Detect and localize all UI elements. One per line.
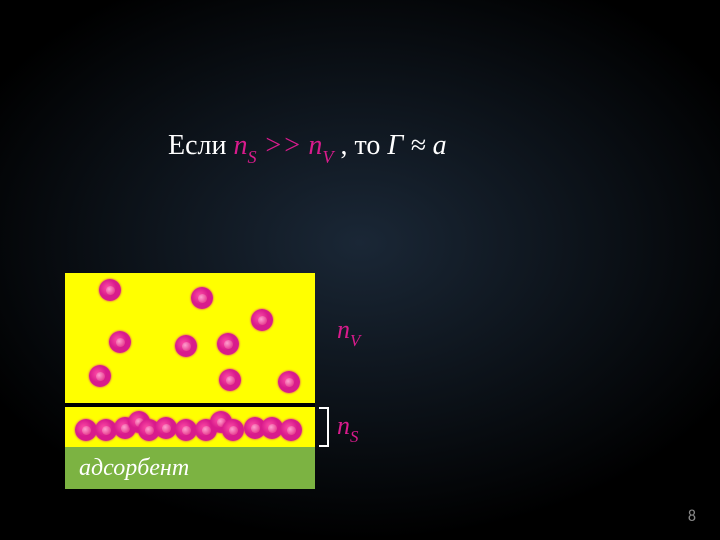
volume-particle <box>175 335 197 357</box>
formula-part: , то <box>341 130 388 161</box>
formula-part: Если <box>168 130 234 161</box>
particle-core <box>82 426 91 435</box>
formula-part: V <box>322 147 333 167</box>
label-nv: nV <box>337 315 360 349</box>
page-number: 8 <box>688 507 696 526</box>
label-ns: nS <box>337 411 358 445</box>
volume-particle <box>89 365 111 387</box>
volume-particle <box>99 279 121 301</box>
adsorbent-label: адсорбент <box>79 455 189 482</box>
particle-core <box>258 316 267 325</box>
formula-part: n <box>234 130 248 161</box>
formula-part: Г ≈ а <box>387 130 446 161</box>
surface-bracket <box>319 407 329 447</box>
formula-part: S <box>248 147 257 167</box>
particle-core <box>202 426 211 435</box>
particle-core <box>251 424 260 433</box>
particle-core <box>145 426 154 435</box>
surface-particle <box>75 419 97 441</box>
particle-core <box>226 376 235 385</box>
surface-particle <box>222 419 244 441</box>
volume-particle <box>109 331 131 353</box>
particle-core <box>224 340 233 349</box>
surface-particle <box>175 419 197 441</box>
particle-core <box>287 426 296 435</box>
particle-core <box>198 294 207 303</box>
formula-part: n <box>308 130 322 161</box>
label-nv-base: n <box>337 315 350 344</box>
volume-particle <box>278 371 300 393</box>
volume-particle <box>191 287 213 309</box>
formula-line: Если nS >> nV , то Г ≈ а <box>168 130 447 166</box>
diagram: адсорбент <box>65 273 315 489</box>
particle-core <box>268 424 277 433</box>
volume-particle <box>217 333 239 355</box>
particle-core <box>229 426 238 435</box>
particle-core <box>182 426 191 435</box>
particle-core <box>116 338 125 347</box>
surface-particle <box>280 419 302 441</box>
particle-core <box>182 342 191 351</box>
adsorbent-region: адсорбент <box>65 447 315 489</box>
label-ns-sub: S <box>350 427 358 446</box>
volume-particle <box>251 309 273 331</box>
particle-core <box>285 378 294 387</box>
label-ns-base: n <box>337 411 350 440</box>
particle-core <box>96 372 105 381</box>
particle-core <box>102 426 111 435</box>
formula-part <box>334 130 341 161</box>
surface-particle <box>155 417 177 439</box>
volume-particle <box>219 369 241 391</box>
label-nv-sub: V <box>350 331 360 350</box>
formula-part: >> <box>257 130 309 161</box>
particle-core <box>162 424 171 433</box>
particle-core <box>106 286 115 295</box>
